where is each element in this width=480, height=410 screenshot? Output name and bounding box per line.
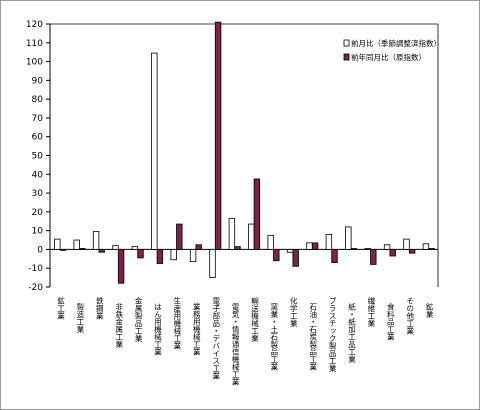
bar-s0-10 [248, 223, 255, 250]
bar-s1-9 [234, 246, 241, 250]
bar-s0-8 [209, 249, 216, 279]
bar-s1-17 [389, 249, 396, 257]
bar-s0-9 [228, 218, 236, 250]
bar-s1-0 [59, 249, 67, 251]
y-tick-label-10: 80 [32, 95, 44, 105]
legend-swatch-1 [343, 53, 350, 61]
bar-s1-13 [311, 242, 319, 250]
bar-s1-11 [273, 249, 280, 262]
y-tick-label-8: 60 [32, 133, 44, 143]
bar-s1-19 [428, 248, 435, 250]
bar-s0-19 [422, 243, 430, 250]
y-tick-label-7: 50 [32, 152, 44, 162]
bar-s0-5 [151, 52, 158, 250]
category-label-15: 紙・紙加工品工業 [347, 302, 356, 365]
bar-s0-14 [325, 233, 333, 250]
category-label-19: 鉱業 [425, 302, 434, 320]
bar-s0-13 [306, 242, 313, 250]
bar-s0-4 [131, 246, 139, 250]
y-tick-label-5: 30 [32, 189, 44, 199]
category-label-4: 金属製品工業 [134, 296, 143, 344]
category-label-11: 窯業・土石製品工業 [270, 302, 279, 372]
bar-s1-12 [292, 249, 299, 267]
category-label-17: 食料品工業 [386, 302, 395, 342]
bar-s0-16 [364, 248, 371, 250]
bar-s1-8 [214, 21, 222, 250]
y-tick-label-3: 10 [32, 227, 44, 237]
y-tick-label-11: 90 [32, 76, 44, 86]
category-label-8: 電子部品・デバイス工業 [211, 297, 220, 381]
bar-s1-14 [331, 249, 338, 263]
category-label-2: 鉄鋼業 [95, 296, 104, 321]
bar-s0-6 [170, 249, 177, 261]
category-label-3: 非鉄金属工業 [114, 302, 123, 350]
category-label-1: 製造工業 [76, 302, 85, 335]
bar-s1-5 [156, 249, 164, 264]
category-label-9: 電気・情報通信機械工業 [231, 303, 240, 387]
bar-s1-1 [79, 248, 86, 250]
y-tick-label-14: 120 [26, 20, 43, 30]
bar-s0-12 [286, 249, 294, 253]
category-label-16: 繊維工業 [367, 296, 376, 329]
category-label-18: その他工業 [405, 297, 414, 336]
bar-s0-1 [73, 239, 80, 250]
bar-s0-15 [345, 226, 352, 250]
bar-s1-15 [350, 248, 358, 250]
y-tick-label-2: 0 [37, 245, 43, 255]
category-label-12: 化学工業 [289, 296, 298, 329]
bar-s0-18 [403, 238, 410, 250]
bar-s1-2 [98, 249, 105, 253]
y-tick-label-9: 70 [32, 114, 44, 124]
bar-s1-10 [253, 178, 261, 250]
bar-s0-17 [383, 244, 391, 250]
legend-label-1: 前年同月比（原指数） [351, 52, 426, 62]
bar-s0-2 [92, 231, 100, 250]
bar-s1-3 [117, 249, 125, 284]
bar-s1-16 [370, 249, 377, 265]
bar-s0-3 [112, 245, 119, 250]
bar-s1-18 [408, 249, 416, 254]
legend-label-0: 前月比（季節調整済指数） [351, 38, 441, 48]
category-label-5: はん用機械工業 [153, 303, 162, 357]
y-tick-label-0: -20 [28, 283, 43, 293]
category-label-7: 業務用機械工業 [192, 302, 201, 357]
category-label-0: 鉱工業 [56, 296, 65, 321]
category-label-14: プラスチック製品工業 [328, 297, 337, 374]
y-tick-label-4: 20 [32, 208, 44, 218]
bar-s0-7 [189, 249, 197, 263]
category-label-10: 輸送機械工業 [250, 296, 259, 344]
bar-s0-11 [267, 234, 274, 250]
y-tick-label-12: 100 [26, 58, 43, 68]
bar-s1-4 [137, 249, 144, 259]
legend-swatch-0 [343, 39, 350, 47]
y-tick-label-6: 40 [32, 170, 44, 180]
bar-s1-7 [195, 244, 202, 250]
y-tick-label-13: 110 [26, 39, 43, 49]
category-label-13: 石油・石炭製品工業 [308, 303, 317, 372]
category-label-6: 生産用機械工業 [173, 296, 182, 351]
y-tick-label-1: -10 [28, 264, 43, 274]
bar-s0-0 [54, 238, 61, 250]
bar-s1-6 [176, 223, 183, 250]
